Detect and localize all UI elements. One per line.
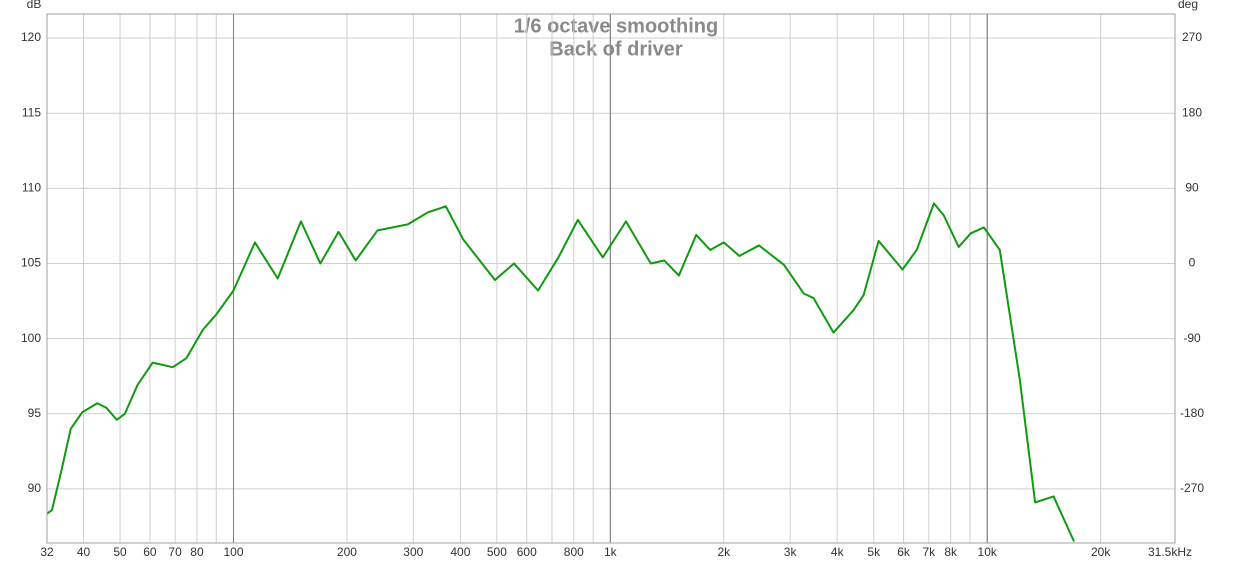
- chart-subtitle: Back of driver: [549, 38, 683, 60]
- x-tick-label: 1k: [604, 545, 618, 559]
- y2-tick-label: 0: [1189, 256, 1196, 270]
- plot-border: [46, 13, 1176, 544]
- y2-tick-label: -270: [1180, 481, 1204, 495]
- y2-tick-label: 270: [1182, 30, 1202, 44]
- y2-tick-label: 90: [1185, 181, 1199, 195]
- y-tick-label: 105: [21, 256, 41, 270]
- y-tick-label: 120: [21, 30, 41, 44]
- x-tick-label: 7k: [922, 545, 936, 559]
- y-tick-label: 90: [28, 481, 42, 495]
- x-tick-label: 8k: [944, 545, 958, 559]
- y-tick-label: 115: [22, 105, 41, 119]
- x-tick-label: 300: [403, 545, 423, 559]
- x-tick-label: 10k: [978, 545, 998, 559]
- x-tick-label: 60: [143, 545, 157, 559]
- x-tick-label: 600: [517, 545, 537, 559]
- x-tick-label: 40: [77, 545, 91, 559]
- x-tick-label: 3k: [784, 545, 798, 559]
- response-line: [47, 202, 1075, 542]
- x-tick-label: 4k: [831, 545, 845, 559]
- x-tick-label: 20k: [1091, 545, 1111, 559]
- x-tick-label: 32: [40, 545, 54, 559]
- x-tick-label: 6k: [897, 545, 911, 559]
- x-tick-label: 100: [223, 545, 243, 559]
- x-tick-label: 500: [487, 545, 507, 559]
- x-tick-label: 70: [168, 545, 182, 559]
- x-tick-label: 31.5kHz: [1148, 545, 1192, 559]
- y-axis-label: dB: [27, 0, 42, 11]
- y2-tick-label: -180: [1180, 406, 1204, 420]
- x-tick-label: 400: [450, 545, 470, 559]
- x-tick-label: 5k: [867, 545, 881, 559]
- y-tick-label: 110: [22, 181, 41, 195]
- x-tick-label: 2k: [717, 545, 731, 559]
- x-tick-label: 80: [190, 545, 204, 559]
- y2-tick-label: 180: [1182, 105, 1202, 119]
- x-tick-label: 200: [337, 545, 357, 559]
- y2-tick-label: -90: [1183, 331, 1201, 345]
- y-tick-label: 95: [28, 406, 42, 420]
- x-tick-label: 800: [564, 545, 584, 559]
- y2-axis-label: deg: [1178, 0, 1198, 11]
- x-tick-label: 50: [113, 545, 127, 559]
- y-tick-label: 100: [21, 331, 41, 345]
- chart-title: 1/6 octave smoothing: [514, 15, 719, 37]
